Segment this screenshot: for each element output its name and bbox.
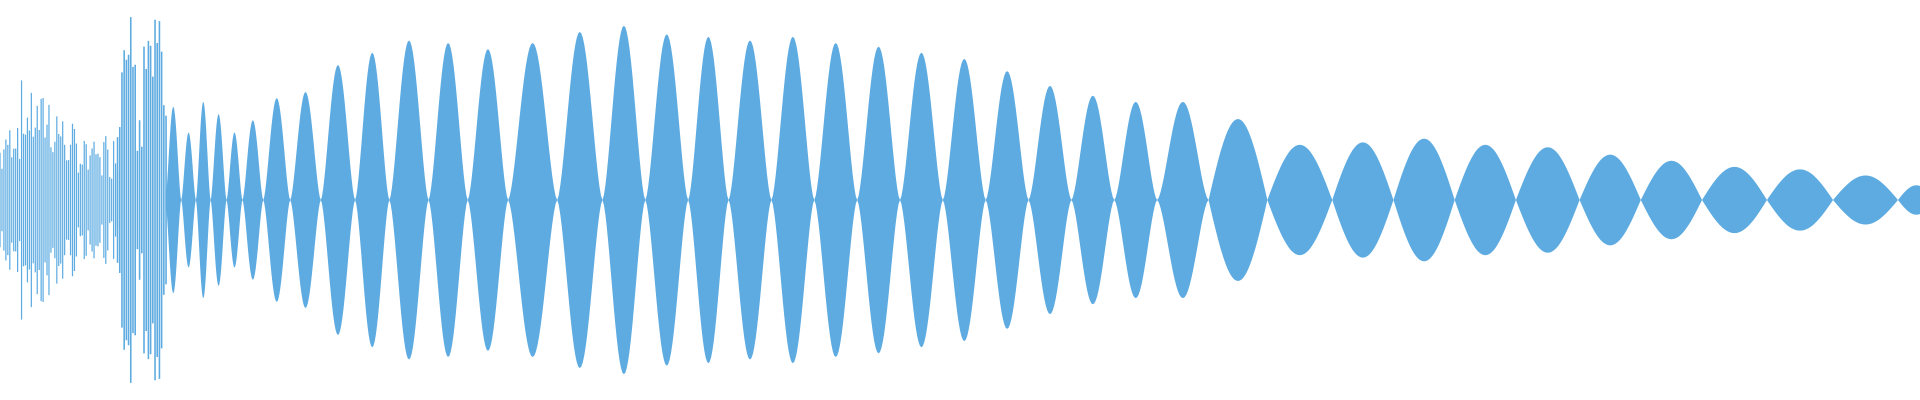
wave-lobe [226,132,243,268]
wave-lobe [1833,175,1898,225]
wave-lobe [195,101,211,299]
wave-lobe [210,114,227,286]
wave-lobe [728,40,772,360]
wave-lobe [1393,138,1455,262]
wave-lobe [1028,85,1072,315]
wave-lobe [1332,142,1394,258]
wave-lobe [602,25,646,375]
wave-lobe [985,71,1029,329]
wave-lobe [1640,160,1703,240]
wave-lobe [1267,144,1333,256]
wave-lobe [508,42,558,358]
wave-lobe [1897,185,1920,215]
wave-lobe [1157,101,1209,299]
wave-lobe [857,46,900,354]
wave-lobe [263,98,291,302]
wave-lobe [242,120,264,280]
wave-lobe [320,65,356,335]
wave-lobe [1702,166,1767,234]
wave-lobe [1208,119,1268,281]
wave-lobe [1766,169,1834,231]
wave-lobe [688,36,729,364]
wave-lobe [900,52,943,348]
wave-lobe [645,34,689,366]
wave-lobe [814,42,858,358]
wave-lobe [355,52,390,348]
wave-lobe [1515,147,1580,253]
wave-lobe [1454,144,1516,256]
wave-lobe [1579,154,1641,246]
wave-lobe [467,49,509,351]
wave-lobe [771,36,815,364]
wave-lobe [428,42,468,358]
wave-lobe [557,31,603,369]
wave-lobe [942,58,986,342]
wave-lobe [165,106,182,294]
wave-lobe [181,132,196,268]
wave-lobe [1071,95,1115,305]
wave-lobe [1114,101,1158,299]
wave-lobe [290,92,321,308]
wave-lobe [389,40,429,360]
